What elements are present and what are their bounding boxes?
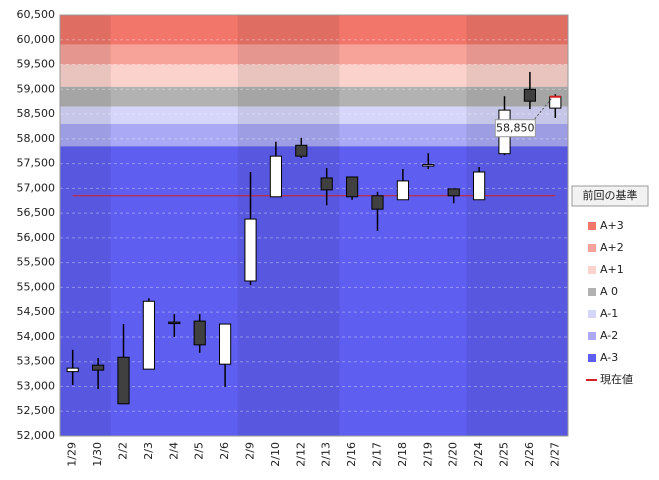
y-tick-label: 52,500 <box>17 404 56 417</box>
x-tick-label: 2/13 <box>320 442 333 467</box>
legend-swatch <box>588 244 596 252</box>
x-tick-label: 2/24 <box>472 442 485 467</box>
x-tick-label: 2/20 <box>447 442 460 467</box>
candle-body <box>219 323 232 365</box>
legend-swatch <box>588 222 596 230</box>
candle-body <box>447 188 460 197</box>
candle-body <box>371 195 384 210</box>
legend-label: A-2 <box>600 329 618 342</box>
x-tick-label: 2/25 <box>498 442 511 467</box>
legend-title-box <box>571 185 649 207</box>
candle-body <box>295 144 308 157</box>
y-tick-label: 55,500 <box>17 256 56 269</box>
y-tick-label: 52,000 <box>17 429 56 442</box>
candle-body <box>117 356 130 405</box>
candle-body <box>193 320 206 346</box>
legend-swatch <box>588 332 596 340</box>
x-tick-label: 2/26 <box>523 442 536 467</box>
x-tick-label: 1/29 <box>66 442 79 467</box>
y-tick-label: 57,000 <box>17 181 56 194</box>
legend-swatch <box>588 310 596 318</box>
y-tick-label: 55,000 <box>17 280 56 293</box>
candle-body <box>92 364 105 371</box>
x-tick-label: 2/19 <box>421 442 434 467</box>
zone <box>60 15 568 45</box>
candle-body <box>168 321 181 325</box>
legend-label: A+1 <box>600 263 624 276</box>
candle-body <box>396 180 409 201</box>
callout-line <box>532 98 552 122</box>
candle-body <box>523 88 536 102</box>
legend-swatch <box>588 266 596 274</box>
y-tick-label: 58,500 <box>17 107 56 120</box>
x-tick-label: 2/9 <box>244 442 257 460</box>
legend-label: A-1 <box>600 307 618 320</box>
y-tick-label: 60,000 <box>17 33 56 46</box>
x-tick-label: 2/16 <box>345 442 358 467</box>
y-tick-label: 56,500 <box>17 206 56 219</box>
x-tick-label: 2/17 <box>371 442 384 467</box>
legend-label: 現在値 <box>600 373 633 386</box>
y-tick-label: 54,000 <box>17 330 56 343</box>
candle-body <box>320 177 333 191</box>
candle-body <box>549 96 562 109</box>
y-tick-label: 53,500 <box>17 355 56 368</box>
legend-label: A 0 <box>600 285 618 298</box>
x-tick-label: 2/3 <box>142 442 155 460</box>
legend-swatch <box>588 354 596 362</box>
x-tick-label: 2/27 <box>548 442 561 467</box>
x-tick-label: 2/2 <box>117 442 130 460</box>
x-tick-label: 2/10 <box>269 442 282 467</box>
zone <box>60 106 568 124</box>
x-tick-label: 2/6 <box>218 442 231 460</box>
y-tick-label: 60,500 <box>17 8 56 21</box>
candle-body <box>346 176 359 198</box>
y-tick-label: 57,500 <box>17 157 56 170</box>
plot-frame <box>59 14 569 437</box>
zone <box>60 44 568 65</box>
candle-body <box>473 171 486 201</box>
legend-label: A-3 <box>600 351 618 364</box>
week-shade <box>60 15 111 436</box>
x-tick-label: 2/12 <box>294 442 307 467</box>
y-tick-label: 58,000 <box>17 132 56 145</box>
zone <box>60 64 568 87</box>
week-shade <box>466 15 568 436</box>
x-tick-label: 2/4 <box>167 442 180 460</box>
callout-box <box>494 119 536 138</box>
x-tick-label: 2/18 <box>396 442 409 467</box>
candle-body <box>269 155 282 198</box>
legend-label: A+2 <box>600 241 624 254</box>
y-tick-label: 53,000 <box>17 379 56 392</box>
x-tick-label: 1/30 <box>91 442 104 467</box>
y-tick-label: 59,000 <box>17 82 56 95</box>
callout-label: 58,850 <box>496 122 535 135</box>
candle-body <box>422 164 435 167</box>
y-tick-label: 59,500 <box>17 58 56 71</box>
legend-title: 前回の基準 <box>583 188 638 202</box>
legend-label: A+3 <box>600 219 624 232</box>
candle-body <box>244 218 257 282</box>
candle-body <box>66 367 79 373</box>
candle-body <box>142 300 155 370</box>
y-tick-label: 54,500 <box>17 305 56 318</box>
y-tick-label: 56,000 <box>17 231 56 244</box>
zone <box>60 86 568 107</box>
x-tick-label: 2/5 <box>193 442 206 460</box>
zone <box>60 123 568 147</box>
legend-swatch <box>588 288 596 296</box>
